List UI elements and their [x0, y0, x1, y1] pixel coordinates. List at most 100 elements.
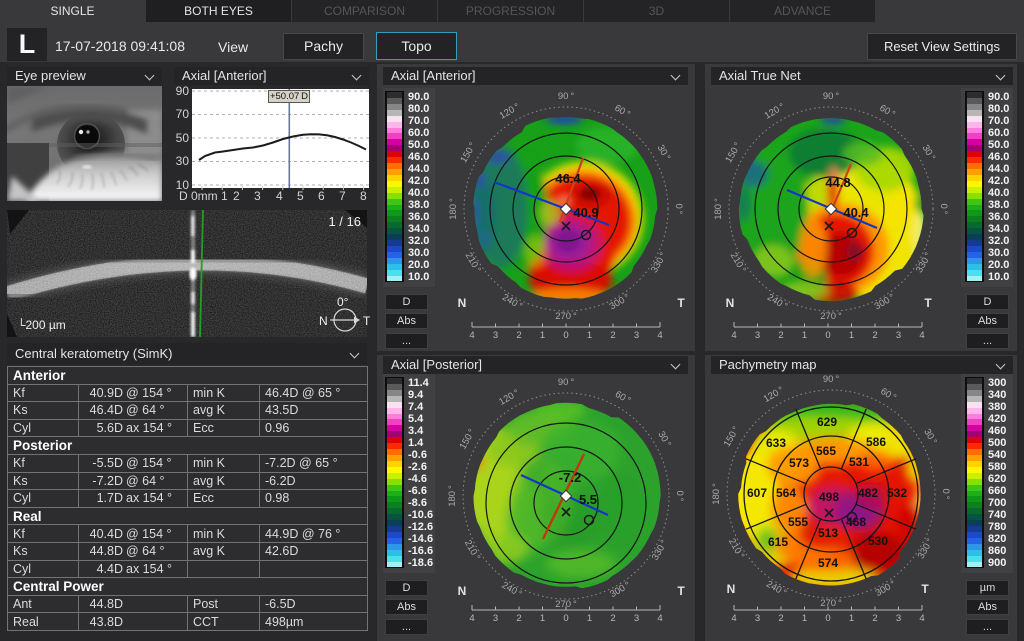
svg-text:0 °: 0 ° — [673, 204, 684, 215]
svg-text:1: 1 — [849, 330, 854, 341]
svg-text:210 °: 210 ° — [726, 537, 746, 561]
svg-text:4: 4 — [657, 613, 662, 624]
svg-text:120 °: 120 ° — [762, 385, 786, 405]
svg-text:46.4: 46.4 — [555, 171, 581, 186]
svg-text:90 °: 90 ° — [823, 91, 839, 102]
svg-text:210 °: 210 ° — [462, 538, 482, 562]
svg-text:210 °: 210 ° — [728, 251, 748, 275]
svg-text:4: 4 — [919, 330, 924, 341]
svg-text:N: N — [726, 296, 735, 310]
svg-text:2: 2 — [610, 613, 615, 624]
svg-text:N: N — [458, 296, 467, 310]
svg-text:513: 513 — [818, 526, 838, 540]
svg-text:4: 4 — [731, 330, 736, 341]
svg-text:4: 4 — [731, 613, 736, 624]
svg-text:270 °: 270 ° — [555, 599, 577, 610]
svg-text:4: 4 — [469, 613, 474, 624]
svg-text:0: 0 — [563, 613, 568, 624]
svg-text:270 °: 270 ° — [820, 311, 842, 322]
svg-text:555: 555 — [788, 515, 808, 529]
svg-text:2: 2 — [778, 613, 783, 624]
svg-text:N: N — [458, 584, 467, 598]
svg-text:300 °: 300 ° — [608, 292, 632, 312]
svg-text:4: 4 — [919, 613, 924, 624]
svg-text:1: 1 — [802, 613, 807, 624]
svg-text:0 °: 0 ° — [940, 489, 951, 500]
svg-text:270 °: 270 ° — [820, 598, 842, 609]
svg-text:574: 574 — [818, 556, 838, 570]
svg-text:270 °: 270 ° — [555, 311, 577, 322]
svg-text:0: 0 — [825, 330, 830, 341]
svg-text:120 °: 120 ° — [497, 387, 521, 407]
svg-text:150 °: 150 ° — [722, 424, 742, 448]
svg-text:330 °: 330 ° — [914, 250, 934, 274]
svg-text:633: 633 — [766, 436, 786, 450]
svg-text:60 °: 60 ° — [877, 103, 897, 121]
svg-text:482: 482 — [858, 486, 878, 500]
svg-text:5.5: 5.5 — [579, 492, 597, 507]
svg-text:2: 2 — [778, 330, 783, 341]
svg-text:0 °: 0 ° — [674, 491, 685, 502]
svg-text:532: 532 — [887, 486, 907, 500]
svg-text:468: 468 — [846, 515, 866, 529]
svg-text:-7.2: -7.2 — [559, 470, 581, 485]
svg-text:0: 0 — [825, 613, 830, 624]
svg-text:3: 3 — [493, 330, 498, 341]
svg-text:1: 1 — [540, 613, 545, 624]
svg-text:4: 4 — [657, 330, 662, 341]
svg-text:30 °: 30 ° — [655, 143, 673, 163]
svg-text:3: 3 — [755, 613, 760, 624]
svg-text:3: 3 — [634, 330, 639, 341]
svg-text:565: 565 — [816, 444, 836, 458]
svg-text:1: 1 — [849, 613, 854, 624]
svg-text:2: 2 — [516, 330, 521, 341]
svg-text:3: 3 — [896, 330, 901, 341]
svg-text:120 °: 120 ° — [498, 101, 522, 121]
svg-text:531: 531 — [849, 455, 869, 469]
svg-text:2: 2 — [872, 613, 877, 624]
svg-text:210 °: 210 ° — [463, 251, 483, 275]
svg-text:330 °: 330 ° — [916, 536, 936, 560]
svg-text:180 °: 180 ° — [447, 485, 458, 507]
svg-text:330 °: 330 ° — [649, 250, 669, 274]
svg-text:3: 3 — [634, 613, 639, 624]
svg-text:90 °: 90 ° — [558, 377, 574, 388]
svg-text:240 °: 240 ° — [765, 292, 789, 312]
svg-text:3: 3 — [896, 613, 901, 624]
svg-text:90 °: 90 ° — [823, 374, 839, 385]
svg-text:607: 607 — [747, 486, 767, 500]
svg-text:1: 1 — [587, 330, 592, 341]
svg-text:1: 1 — [587, 613, 592, 624]
svg-text:1: 1 — [802, 330, 807, 341]
svg-text:120 °: 120 ° — [763, 101, 787, 121]
svg-text:40.9: 40.9 — [573, 205, 598, 220]
svg-text:498: 498 — [819, 490, 839, 504]
svg-text:N: N — [727, 582, 736, 596]
svg-text:30 °: 30 ° — [921, 427, 939, 447]
svg-text:1: 1 — [540, 330, 545, 341]
svg-text:40.4: 40.4 — [843, 205, 869, 220]
svg-text:30 °: 30 ° — [655, 429, 673, 449]
svg-text:60 °: 60 ° — [612, 103, 632, 121]
svg-text:2: 2 — [872, 330, 877, 341]
svg-text:586: 586 — [866, 435, 886, 449]
svg-text:150 °: 150 ° — [458, 427, 478, 451]
svg-text:564: 564 — [776, 486, 796, 500]
svg-text:0: 0 — [563, 330, 568, 341]
svg-text:T: T — [363, 314, 371, 328]
svg-text:240 °: 240 ° — [500, 580, 524, 600]
svg-text:90 °: 90 ° — [558, 91, 574, 102]
svg-text:60 °: 60 ° — [878, 386, 898, 404]
svg-text:2: 2 — [516, 613, 521, 624]
svg-text:0 °: 0 ° — [938, 204, 949, 215]
svg-text:44.8: 44.8 — [825, 175, 850, 190]
svg-text:240 °: 240 ° — [500, 292, 524, 312]
svg-text:180 °: 180 ° — [711, 483, 722, 505]
svg-text:T: T — [921, 582, 929, 596]
svg-text:30 °: 30 ° — [920, 143, 938, 163]
svg-text:3: 3 — [493, 613, 498, 624]
svg-text:530: 530 — [868, 534, 888, 548]
svg-text:300 °: 300 ° — [608, 580, 632, 600]
svg-text:300 °: 300 ° — [874, 579, 898, 599]
svg-text:T: T — [677, 584, 685, 598]
